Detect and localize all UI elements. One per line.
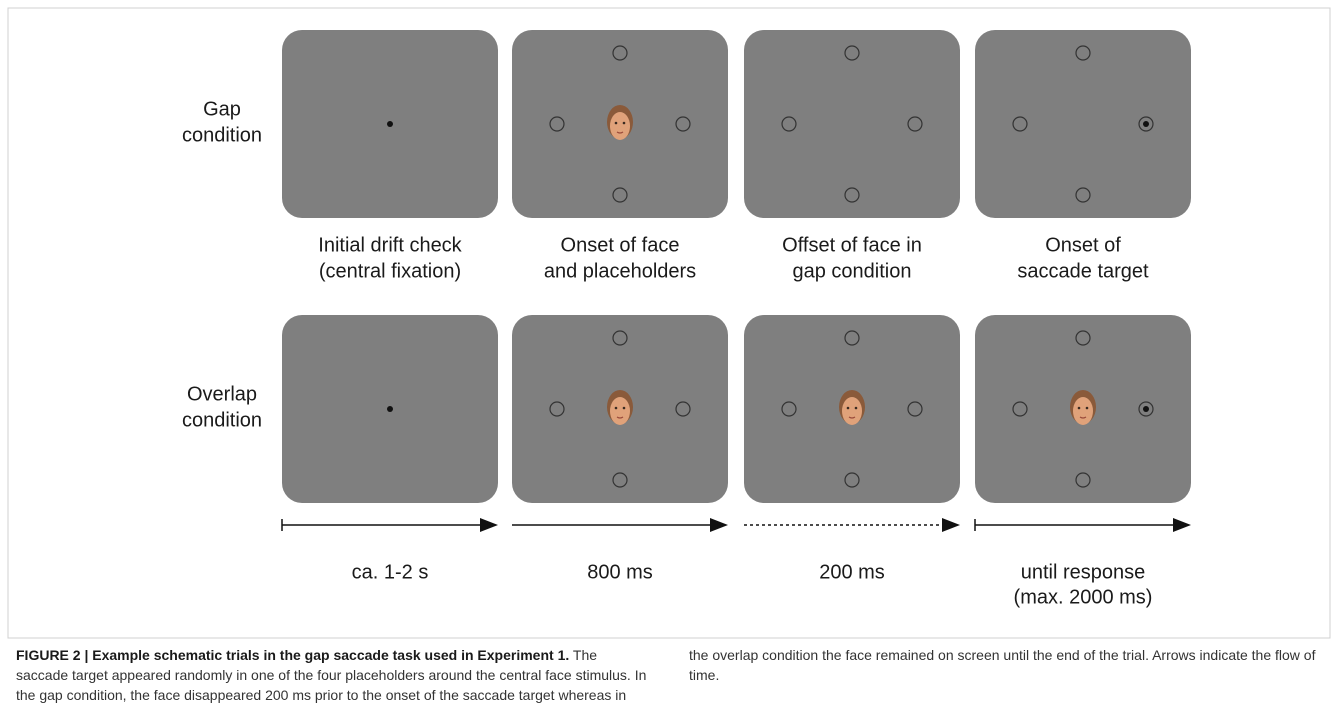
placeholder bbox=[781, 116, 797, 132]
saccade-target bbox=[1143, 406, 1149, 412]
face-eye bbox=[1085, 406, 1089, 410]
row-label: condition bbox=[182, 409, 262, 431]
caption-body: The saccade target appeared randomly in … bbox=[16, 647, 1316, 703]
duration-label: until response bbox=[1021, 561, 1146, 583]
placeholder bbox=[1138, 401, 1154, 417]
arrow-head bbox=[942, 518, 960, 532]
placeholder bbox=[844, 330, 860, 346]
placeholder bbox=[612, 330, 628, 346]
placeholder bbox=[1075, 472, 1091, 488]
row-label: Overlap bbox=[187, 383, 257, 405]
face bbox=[610, 112, 630, 140]
face-mouth bbox=[616, 416, 624, 419]
face-eye bbox=[846, 406, 850, 410]
arrow-head bbox=[480, 518, 498, 532]
column-label: (central fixation) bbox=[319, 260, 461, 282]
face-eye bbox=[614, 121, 618, 125]
placeholder bbox=[844, 45, 860, 61]
face bbox=[842, 397, 862, 425]
face-eye bbox=[614, 406, 618, 410]
placeholder bbox=[612, 187, 628, 203]
column-label: Offset of face in bbox=[782, 234, 922, 256]
caption-title: FIGURE 2 | Example schematic trials in t… bbox=[16, 647, 570, 663]
figure: Gap condition Overlap condition Initial drif… bbox=[7, 7, 1331, 639]
fixation-dot bbox=[387, 406, 393, 412]
caption: FIGURE 2 | Example schematic trials in t… bbox=[16, 645, 1322, 705]
placeholder bbox=[1075, 45, 1091, 61]
placeholder bbox=[549, 116, 565, 132]
figure-frame bbox=[7, 7, 1331, 639]
screen-panel bbox=[975, 30, 1191, 218]
placeholder bbox=[612, 472, 628, 488]
column-label: saccade target bbox=[1017, 260, 1149, 282]
column-label: Initial drift check bbox=[318, 234, 462, 256]
screen-panel bbox=[744, 30, 960, 218]
face-mouth bbox=[616, 131, 624, 134]
placeholder bbox=[1012, 116, 1028, 132]
placeholder bbox=[844, 472, 860, 488]
duration-label: 200 ms bbox=[819, 561, 885, 583]
placeholder bbox=[675, 116, 691, 132]
placeholder bbox=[1012, 401, 1028, 417]
placeholder bbox=[1138, 116, 1154, 132]
placeholder bbox=[612, 45, 628, 61]
column-label: Onset of bbox=[1045, 234, 1121, 256]
saccade-target bbox=[1143, 121, 1149, 127]
row-label: condition bbox=[182, 124, 262, 146]
placeholder bbox=[549, 401, 565, 417]
column-label: Onset of face bbox=[561, 234, 680, 256]
placeholder bbox=[1075, 187, 1091, 203]
face-eye bbox=[1077, 406, 1081, 410]
face-mouth bbox=[1079, 416, 1087, 419]
face-eye bbox=[854, 406, 858, 410]
duration-label: 800 ms bbox=[587, 561, 653, 583]
placeholder bbox=[907, 401, 923, 417]
placeholder bbox=[907, 116, 923, 132]
arrow-head bbox=[710, 518, 728, 532]
face-eye bbox=[622, 406, 626, 410]
duration-label: ca. 1-2 s bbox=[352, 561, 429, 583]
arrow-head bbox=[1173, 518, 1191, 532]
column-label: and placeholders bbox=[544, 260, 696, 282]
column-label: gap condition bbox=[793, 260, 912, 282]
placeholder bbox=[675, 401, 691, 417]
placeholder bbox=[1075, 330, 1091, 346]
row-label: Gap bbox=[203, 98, 241, 120]
placeholder bbox=[781, 401, 797, 417]
fixation-dot bbox=[387, 121, 393, 127]
face-mouth bbox=[848, 416, 856, 419]
face bbox=[610, 397, 630, 425]
face-eye bbox=[622, 121, 626, 125]
duration-label: (max. 2000 ms) bbox=[1014, 586, 1153, 608]
placeholder bbox=[844, 187, 860, 203]
face bbox=[1073, 397, 1093, 425]
